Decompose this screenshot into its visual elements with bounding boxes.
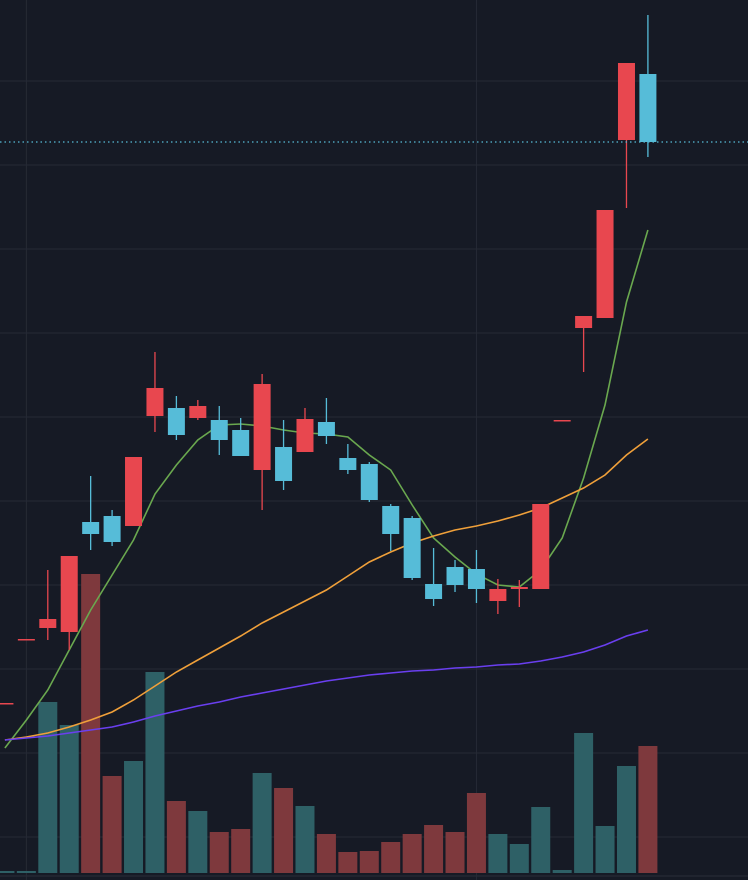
moving-average-line [4, 229, 649, 749]
volume-bar [0, 871, 15, 873]
volume-bar [145, 672, 165, 873]
volume-bar [295, 806, 315, 873]
volume-bar [616, 766, 636, 873]
candle-body [60, 556, 78, 632]
volume-bar [274, 788, 294, 873]
candle-body [403, 518, 421, 578]
volume-bar [316, 834, 336, 873]
volume-bar [466, 793, 486, 873]
candle-body [382, 506, 400, 534]
volume-bar [638, 746, 658, 873]
candle-body [467, 569, 485, 589]
volume-bar [166, 801, 186, 873]
candle-body [167, 408, 185, 435]
candle-body [510, 587, 528, 589]
volume-bar [209, 832, 229, 873]
volume-bar [552, 870, 572, 873]
candle-body [425, 584, 443, 599]
candle-body [82, 522, 100, 534]
candle-body [596, 210, 614, 318]
volume-bar [574, 733, 594, 873]
candle-body [275, 447, 293, 481]
candle-body [360, 464, 378, 500]
volume-bar [488, 834, 508, 873]
candle-body [296, 419, 314, 452]
volume-bar [252, 773, 272, 873]
volume-bar [124, 761, 144, 873]
candle-body [617, 63, 635, 140]
candle-body [575, 316, 593, 328]
candle-body [103, 516, 121, 542]
candle-body [253, 384, 271, 470]
candle-body [339, 458, 357, 470]
volume-bar [188, 811, 208, 873]
candle-body [553, 420, 571, 422]
volume-bar [231, 829, 251, 873]
candle-body [0, 703, 14, 705]
candle-body [232, 430, 250, 456]
candle-body [125, 457, 143, 526]
volume-bar [595, 826, 615, 873]
volume-bar [509, 844, 529, 873]
volume-bar [359, 851, 379, 873]
volume-bar [531, 807, 551, 873]
volume-bar [381, 842, 401, 873]
candle-body [639, 74, 657, 142]
candle-body [317, 422, 335, 436]
candle-body [146, 388, 164, 416]
candle-body [17, 639, 35, 641]
candle-body [446, 567, 464, 585]
volume-bar [424, 825, 444, 873]
volume-bar [16, 871, 36, 873]
volume-bar [402, 834, 422, 873]
volume-bar [38, 702, 58, 873]
volume-bar [59, 725, 79, 873]
volume-bar [81, 574, 101, 873]
moving-average-line [4, 438, 649, 741]
candle-body [210, 420, 228, 440]
volume-bar [102, 776, 122, 873]
volume-bar [338, 852, 358, 873]
candle-body [39, 619, 57, 628]
candle-body [189, 406, 207, 418]
candle-body [532, 504, 550, 589]
moving-average-line [4, 629, 649, 741]
candle-body [489, 589, 507, 601]
volume-bar [445, 832, 465, 873]
